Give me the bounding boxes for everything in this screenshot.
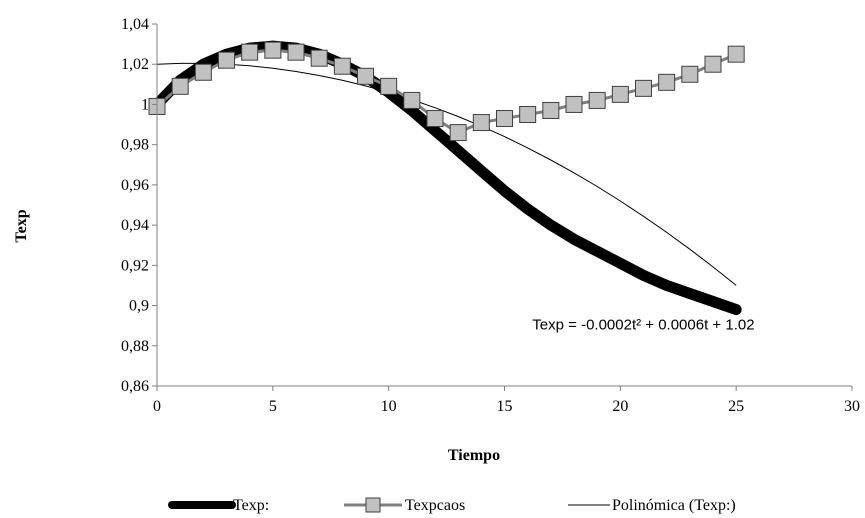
texpcaos-marker: [403, 91, 421, 109]
y-tick-label: 0,98: [121, 137, 149, 154]
y-tick-label: 1,02: [121, 56, 149, 73]
texpcaos-marker: [472, 114, 490, 132]
y-tick-label: 0,96: [121, 177, 149, 194]
x-tick-label: 15: [497, 398, 513, 415]
texpcaos-marker: [496, 110, 513, 128]
texpcaos-marker: [194, 63, 212, 81]
texpcaos-marker: [218, 51, 235, 69]
texpcaos-marker: [241, 43, 259, 61]
texpcaos-marker: [519, 106, 537, 123]
legend-label-texpcaos: Texpcaos: [405, 497, 465, 514]
y-tick-label: 0,88: [121, 338, 149, 355]
texpcaos-marker: [635, 79, 652, 97]
y-tick-label: 0,86: [121, 378, 149, 395]
texpcaos-marker: [565, 95, 583, 113]
y-tick-label: 0,9: [129, 298, 149, 315]
texpcaos-marker: [333, 57, 351, 75]
texpcaos-marker: [611, 85, 629, 103]
x-tick-label: 5: [269, 398, 277, 415]
y-axis-title: Texp: [13, 209, 30, 242]
plot-area: [148, 40, 745, 316]
y-tick-label: 1,04: [121, 16, 149, 33]
legend-swatch-texpcaos-marker: [365, 497, 381, 513]
texpcaos-marker: [426, 110, 444, 128]
legend: Texp: Texpcaos Polinómica (Texp:): [168, 497, 736, 514]
y-tick-label: 0,92: [121, 257, 149, 274]
texpcaos-marker: [588, 91, 606, 109]
axes: 0,86 0,88 0,9 0,92 0,94 0,96 0,98 1 1,02 1,04 0 5 10…: [121, 16, 860, 415]
legend-label-texp: Texp:: [233, 497, 269, 514]
y-tick-label: 1: [141, 96, 149, 113]
texpcaos-marker: [542, 101, 560, 119]
texpcaos-marker: [310, 49, 328, 67]
texpcaos-marker: [727, 45, 745, 63]
texpcaos-marker: [449, 124, 467, 142]
texpcaos-marker: [658, 73, 676, 91]
x-tick-label: 30: [844, 398, 860, 415]
texpcaos-marker: [171, 77, 189, 95]
texpcaos-marker: [264, 41, 282, 59]
legend-label-polinomica: Polinómica (Texp:): [612, 497, 736, 514]
trendline-equation: Texp = -0.0002t² + 0.0006t + 1.02: [532, 317, 754, 334]
x-tick-label: 0: [153, 398, 161, 415]
texpcaos-marker: [287, 43, 305, 61]
x-tick-label: 25: [728, 398, 744, 415]
texpcaos-marker: [380, 77, 398, 95]
texpcaos-marker: [357, 67, 374, 85]
y-tick-label: 0,94: [121, 217, 149, 234]
series-polinomica-line: [156, 62, 737, 286]
texpcaos-marker: [681, 65, 699, 83]
x-tick-label: 10: [381, 398, 397, 415]
x-tick-label: 20: [612, 398, 628, 415]
texpcaos-marker: [704, 55, 722, 73]
x-axis-title: Tiempo: [448, 447, 500, 464]
